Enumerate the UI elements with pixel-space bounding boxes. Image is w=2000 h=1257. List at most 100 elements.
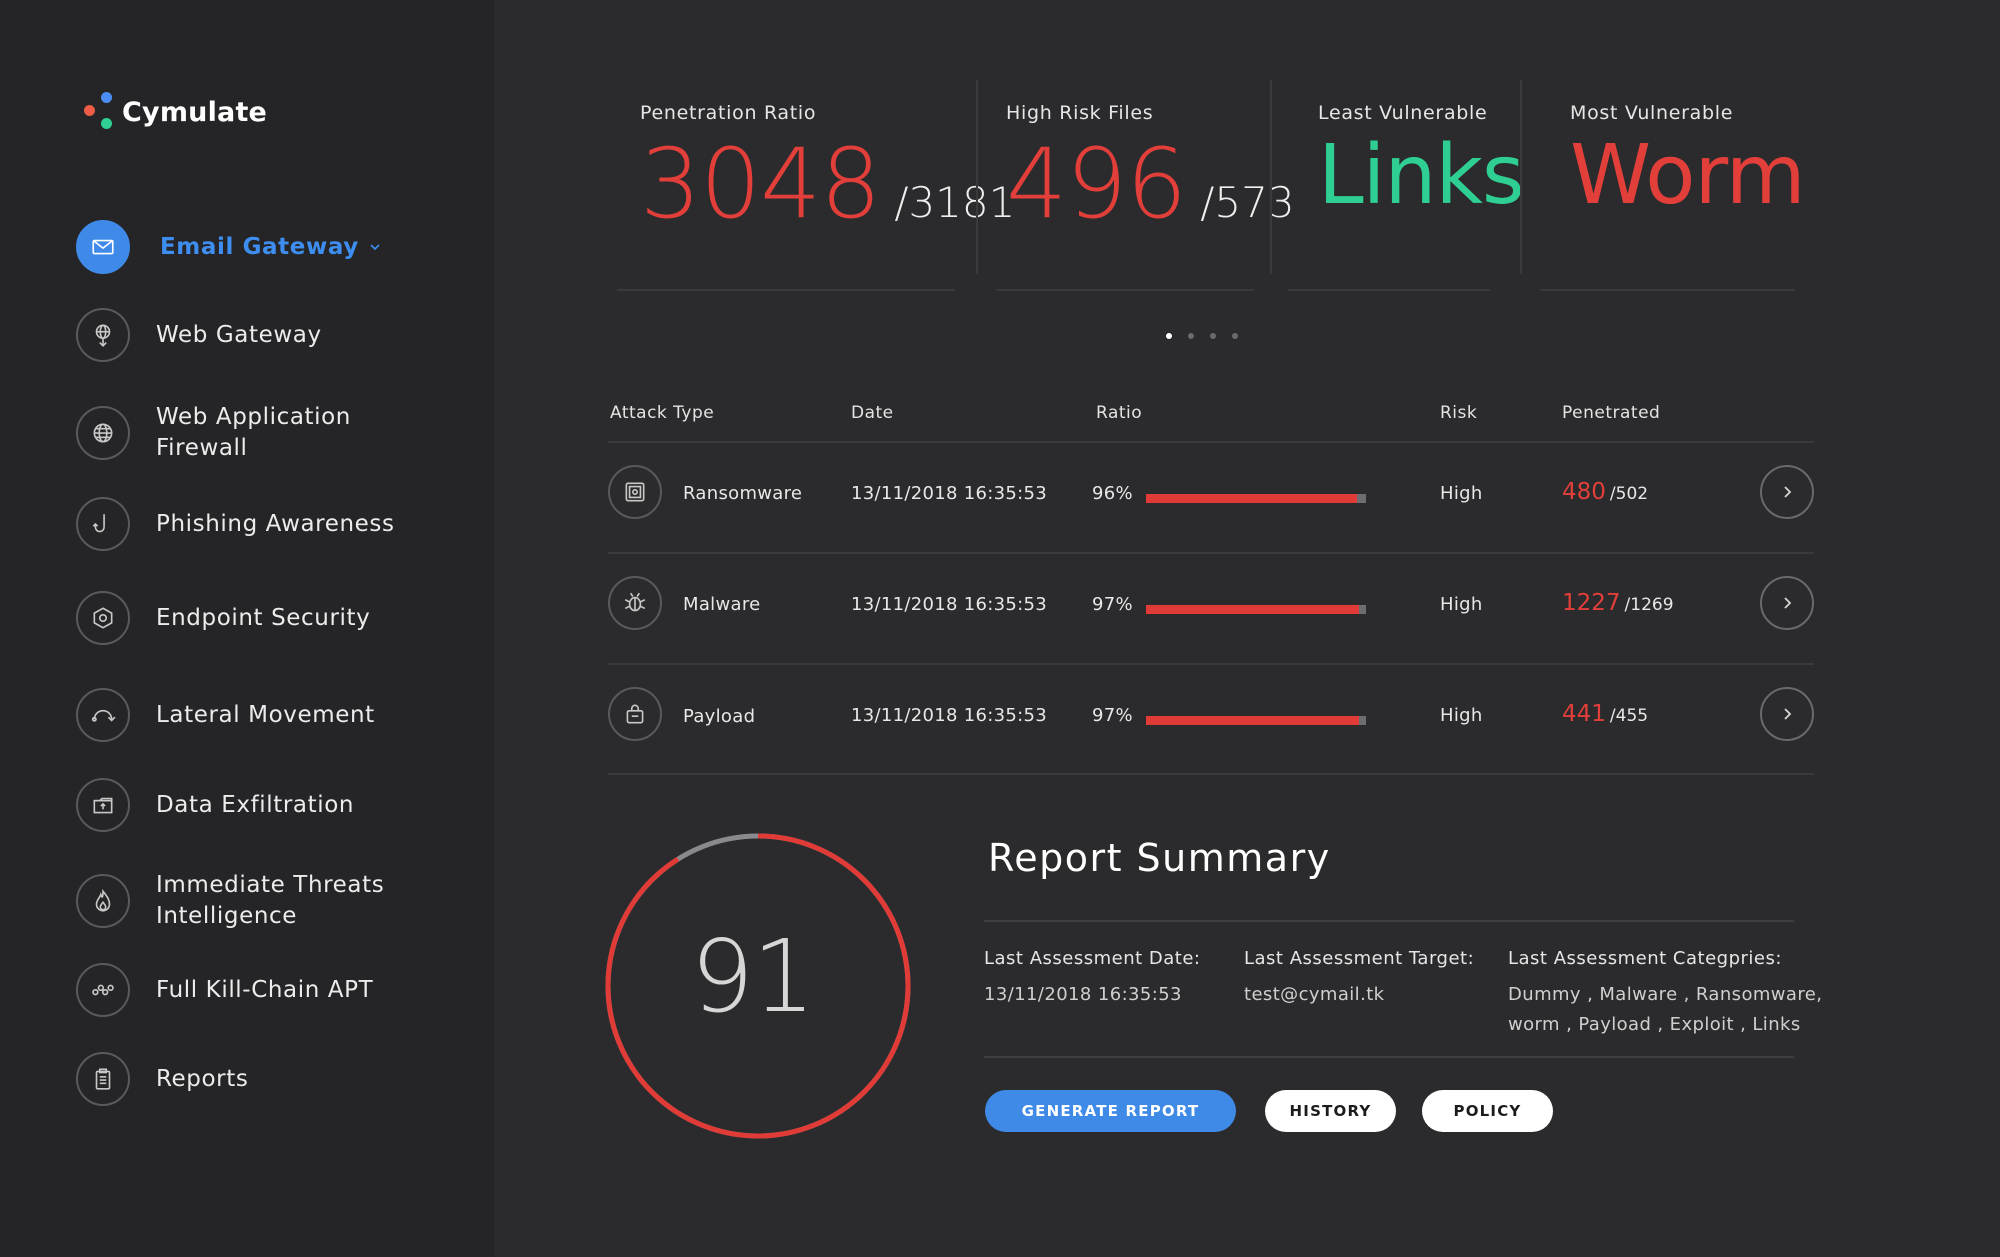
sidebar-item-endpoint-security[interactable]: Endpoint Security bbox=[76, 591, 446, 645]
globe-icon bbox=[76, 406, 130, 460]
sidebar-item-label: Endpoint Security bbox=[156, 604, 371, 631]
column-header-date[interactable]: Date bbox=[851, 403, 894, 423]
sidebar: Cymulate Email Gateway Web Gateway Web A… bbox=[0, 0, 494, 1257]
last-assessment-categories-label: Last Assessment Categpries: bbox=[1508, 948, 1782, 969]
last-assessment-date-value: 13/11/2018 16:35:53 bbox=[984, 984, 1182, 1005]
flame-icon bbox=[76, 874, 130, 928]
divider bbox=[976, 80, 978, 274]
divider bbox=[608, 552, 1814, 554]
pager-dot[interactable] bbox=[1166, 333, 1172, 339]
stat-value: 3048 bbox=[640, 128, 881, 240]
sidebar-item-data-exfiltration[interactable]: Data Exfiltration bbox=[76, 778, 446, 832]
endpoint-hexagon-icon bbox=[76, 591, 130, 645]
sidebar-item-label: Full Kill-Chain APT bbox=[156, 976, 374, 1003]
stat-value: Worm bbox=[1570, 128, 1806, 223]
stat-label: High Risk Files bbox=[1006, 102, 1154, 124]
risk-level: High bbox=[1440, 705, 1483, 726]
policy-button[interactable]: POLICY bbox=[1422, 1090, 1553, 1132]
stat-least-vulnerable: Least Vulnerable Links bbox=[1318, 80, 1525, 290]
stat-label: Least Vulnerable bbox=[1318, 102, 1488, 124]
table-row: Ransomware 13/11/2018 16:35:53 96% High … bbox=[608, 443, 1814, 553]
ratio-bar-fill bbox=[1146, 494, 1358, 503]
web-gateway-icon bbox=[76, 308, 130, 362]
history-button[interactable]: HISTORY bbox=[1265, 1090, 1396, 1132]
column-header-attack-type[interactable]: Attack Type bbox=[610, 403, 715, 423]
penetrated-total: /1269 bbox=[1624, 595, 1674, 615]
stat-value: Links bbox=[1318, 128, 1525, 223]
sidebar-item-reports[interactable]: Reports bbox=[76, 1052, 446, 1106]
safe-icon bbox=[608, 465, 662, 519]
divider bbox=[984, 920, 1794, 922]
penetrated-value: 441 bbox=[1562, 701, 1606, 727]
column-header-ratio[interactable]: Ratio bbox=[1096, 403, 1143, 423]
pager-dot[interactable] bbox=[1232, 333, 1238, 339]
table-row: Malware 13/11/2018 16:35:53 97% High 122… bbox=[608, 554, 1814, 664]
penetrated-total: /502 bbox=[1609, 484, 1649, 504]
divider bbox=[608, 773, 1814, 775]
chevron-right-icon bbox=[1784, 597, 1792, 609]
ratio-bar-fill bbox=[1146, 605, 1360, 614]
column-header-risk[interactable]: Risk bbox=[1440, 403, 1478, 423]
column-header-penetrated[interactable]: Penetrated bbox=[1562, 403, 1661, 423]
sidebar-item-phishing-awareness[interactable]: Phishing Awareness bbox=[76, 497, 446, 551]
generate-report-button[interactable]: GENERATE REPORT bbox=[985, 1090, 1236, 1132]
divider bbox=[984, 1056, 1794, 1058]
chain-icon bbox=[76, 963, 130, 1017]
sidebar-item-immediate-threats-intelligence[interactable]: Immediate Threats Intelligence bbox=[76, 870, 406, 932]
penetrated-value: 480 bbox=[1562, 479, 1606, 505]
ratio-percent: 97% bbox=[1092, 705, 1133, 726]
sidebar-item-lateral-movement[interactable]: Lateral Movement bbox=[76, 688, 446, 742]
divider bbox=[608, 663, 1814, 665]
pager-dot[interactable] bbox=[1210, 333, 1216, 339]
divider bbox=[1288, 289, 1490, 291]
risk-level: High bbox=[1440, 594, 1483, 615]
penetrated-total: /455 bbox=[1609, 706, 1649, 726]
stat-label: Most Vulnerable bbox=[1570, 102, 1734, 124]
ratio-bar bbox=[1146, 605, 1366, 614]
chevron-right-icon bbox=[1784, 708, 1792, 720]
sidebar-item-label: Data Exfiltration bbox=[156, 791, 355, 818]
clipboard-icon bbox=[76, 1052, 130, 1106]
ratio-percent: 97% bbox=[1092, 594, 1133, 615]
sidebar-item-label: Email Gateway bbox=[160, 233, 359, 260]
penetrated-count: 441/455 bbox=[1562, 701, 1648, 727]
penetrated-value: 1227 bbox=[1562, 590, 1621, 616]
divider bbox=[1540, 289, 1795, 291]
last-assessment-target-value: test@cymail.tk bbox=[1244, 984, 1385, 1005]
categories-line: Dummy , Malware , Ransomware, bbox=[1508, 984, 1823, 1005]
report-summary-title: Report Summary bbox=[988, 836, 1331, 880]
mail-icon bbox=[76, 220, 130, 274]
divider bbox=[608, 441, 1814, 443]
sidebar-item-label: Immediate Threats Intelligence bbox=[156, 872, 385, 929]
sidebar-item-label: Phishing Awareness bbox=[156, 510, 395, 537]
chevron-down-icon[interactable] bbox=[369, 241, 381, 253]
sidebar-item-label: Web Gateway bbox=[156, 321, 322, 348]
last-assessment-target-label: Last Assessment Target: bbox=[1244, 948, 1475, 969]
logo-mark-icon bbox=[84, 90, 116, 134]
table-row: Payload 13/11/2018 16:35:53 97% High 441… bbox=[608, 665, 1814, 775]
ratio-bar bbox=[1146, 494, 1366, 503]
stat-value: 496 bbox=[1006, 128, 1187, 240]
row-details-button[interactable] bbox=[1760, 576, 1814, 630]
bug-icon bbox=[608, 576, 662, 630]
pager-dot[interactable] bbox=[1188, 333, 1194, 339]
last-assessment-date-label: Last Assessment Date: bbox=[984, 948, 1201, 969]
cymulate-logo[interactable]: Cymulate bbox=[84, 90, 267, 134]
sidebar-item-web-gateway[interactable]: Web Gateway bbox=[76, 308, 446, 362]
sidebar-item-email-gateway[interactable]: Email Gateway bbox=[76, 220, 450, 274]
score-value: 91 bbox=[690, 918, 815, 1035]
stat-total: /573 bbox=[1200, 178, 1295, 227]
attack-date: 13/11/2018 16:35:53 bbox=[851, 483, 1048, 504]
sidebar-item-label: Lateral Movement bbox=[156, 701, 375, 728]
row-details-button[interactable] bbox=[1760, 687, 1814, 741]
ratio-bar bbox=[1146, 716, 1366, 725]
categories-line: worm , Payload , Exploit , Links bbox=[1508, 1014, 1801, 1035]
penetrated-count: 1227/1269 bbox=[1562, 590, 1674, 616]
divider bbox=[1520, 80, 1522, 274]
sidebar-item-label: Web Application Firewall bbox=[156, 404, 351, 461]
row-details-button[interactable] bbox=[1760, 465, 1814, 519]
stat-penetration-ratio: Penetration Ratio 3048/3181 bbox=[640, 80, 1015, 290]
sidebar-item-web-application-firewall[interactable]: Web Application Firewall bbox=[76, 402, 376, 464]
sidebar-item-full-kill-chain-apt[interactable]: Full Kill-Chain APT bbox=[76, 963, 446, 1017]
last-assessment-categories-value: Dummy , Malware , Ransomware, worm , Pay… bbox=[1508, 980, 1822, 1040]
